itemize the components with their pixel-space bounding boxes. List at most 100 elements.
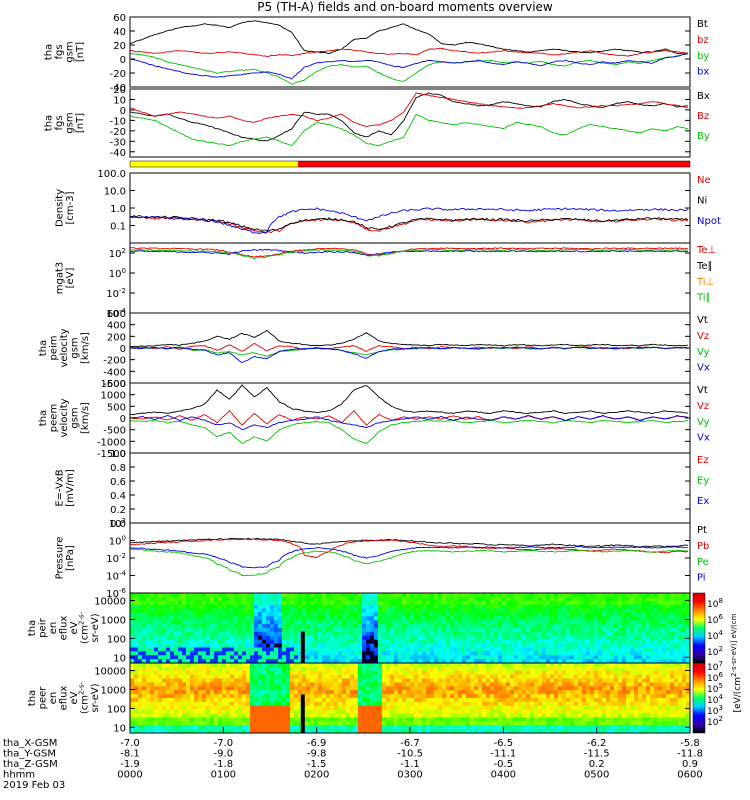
spectrogram-cell xyxy=(422,721,427,726)
spectrogram-cell xyxy=(554,608,559,613)
spectrogram-cell xyxy=(606,682,611,687)
spectrogram-cell xyxy=(318,647,323,652)
spectrogram-cell xyxy=(478,694,483,699)
spectrogram-cell xyxy=(358,682,363,687)
spectrogram-cell xyxy=(258,639,263,644)
spectrogram-cell xyxy=(462,682,467,687)
spectrogram-cell xyxy=(646,655,651,660)
spectrogram-cell xyxy=(158,725,163,730)
spectrogram-cell xyxy=(578,604,583,609)
spectrogram-cell xyxy=(130,698,135,703)
spectrogram-cell xyxy=(394,647,399,652)
y-tick-label: 0.6 xyxy=(110,477,126,488)
spectrogram-cell xyxy=(586,721,591,726)
spectrogram-cell xyxy=(150,713,155,718)
spectrogram-cell xyxy=(182,666,187,672)
spectrogram-cell xyxy=(230,709,235,714)
spectrogram-cell xyxy=(258,694,263,699)
spectrogram-cell xyxy=(250,725,255,730)
spectrogram-cell xyxy=(410,717,415,722)
spectrogram-cell xyxy=(670,600,675,606)
spectrogram-cell xyxy=(406,682,411,687)
spectrogram-cell xyxy=(138,659,143,664)
spectrogram-cell xyxy=(494,655,499,660)
spectrogram-cell xyxy=(562,663,567,668)
spectrogram-cell xyxy=(590,612,595,617)
spectrogram-cell xyxy=(278,674,283,679)
spectrogram-cell xyxy=(574,647,579,652)
spectrogram-cell xyxy=(298,593,303,598)
spectrogram-cell xyxy=(622,628,627,633)
spectrogram-cell xyxy=(354,701,359,707)
spectrogram-cell xyxy=(310,612,315,617)
spectrogram-cell xyxy=(454,678,459,683)
spectrogram-cell xyxy=(226,612,231,617)
spectrogram-cell xyxy=(374,698,379,703)
spectrogram-cell xyxy=(158,705,163,711)
spectrogram-cell xyxy=(422,659,427,664)
spectrogram-cell xyxy=(562,690,567,695)
spectrogram-cell xyxy=(502,655,507,660)
spectrogram-cell xyxy=(534,717,539,722)
legend-label-ez: Ez xyxy=(697,455,709,466)
spectrogram-cell xyxy=(286,674,291,679)
spectrogram-cell xyxy=(650,651,655,656)
legend-label-ey: Ey xyxy=(697,476,709,487)
spectrogram-cell xyxy=(230,596,235,602)
spectrogram-cell xyxy=(498,608,503,613)
spectrogram-cell xyxy=(446,643,451,648)
spectrogram-cell xyxy=(238,659,243,664)
spectrogram-cell xyxy=(526,628,531,633)
spectrogram-cell xyxy=(134,709,139,714)
spectrogram-cell xyxy=(198,701,203,707)
spectrogram-cell xyxy=(286,596,291,602)
spectrogram-cell xyxy=(306,651,311,656)
spectrogram-cell xyxy=(670,616,675,621)
spectrogram-cell xyxy=(198,635,203,641)
spectrogram-cell xyxy=(230,659,235,664)
spectrogram-cell xyxy=(586,694,591,699)
spectrogram-cell xyxy=(278,628,283,633)
spectrogram-cell xyxy=(562,596,567,602)
spectrogram-cell xyxy=(590,628,595,633)
spectrogram-cell xyxy=(418,643,423,648)
spectrogram-cell xyxy=(362,713,367,718)
spectrogram-cell xyxy=(206,600,211,606)
spectrogram-cell xyxy=(170,686,175,691)
spectrogram-cell xyxy=(598,596,603,602)
spectrogram-cell xyxy=(550,651,555,656)
spectrogram-cell xyxy=(134,721,139,726)
spectrogram-cell xyxy=(490,635,495,641)
spectrogram-cell xyxy=(186,593,191,598)
spectrogram-cell xyxy=(570,713,575,718)
spectrogram-cell xyxy=(326,682,331,687)
spectrogram-cell xyxy=(394,612,399,617)
spectrogram-cell xyxy=(554,604,559,609)
spectrogram-cell xyxy=(310,600,315,606)
spectrogram-cell xyxy=(262,631,267,637)
spectrogram-cell xyxy=(586,651,591,656)
spectrogram-cell xyxy=(350,659,355,664)
spectrogram-cell xyxy=(438,717,443,722)
spectrogram-cell xyxy=(390,721,395,726)
spectrogram-cell xyxy=(374,651,379,656)
spectrogram-cell xyxy=(526,663,531,668)
spectrogram-cell xyxy=(430,701,435,707)
spectrogram-cell xyxy=(622,635,627,641)
spectrogram-cell xyxy=(430,612,435,617)
spectrogram-cell xyxy=(270,725,275,730)
spectrogram-cell xyxy=(222,596,227,602)
spectrogram-cell xyxy=(282,690,287,695)
spectrogram-cell xyxy=(138,612,143,617)
spectrogram-cell xyxy=(398,659,403,664)
spectrogram-cell xyxy=(522,600,527,606)
spectrogram-cell xyxy=(358,628,363,633)
spectrogram-cell xyxy=(166,674,171,679)
spectrogram-cell xyxy=(198,624,203,629)
spectrogram-cell xyxy=(306,701,311,707)
spectrogram-cell xyxy=(386,705,391,711)
spectrogram-cell xyxy=(474,663,479,668)
spectrogram-cell xyxy=(270,651,275,656)
spectrogram-cell xyxy=(582,659,587,664)
spectrogram-cell xyxy=(290,663,295,668)
